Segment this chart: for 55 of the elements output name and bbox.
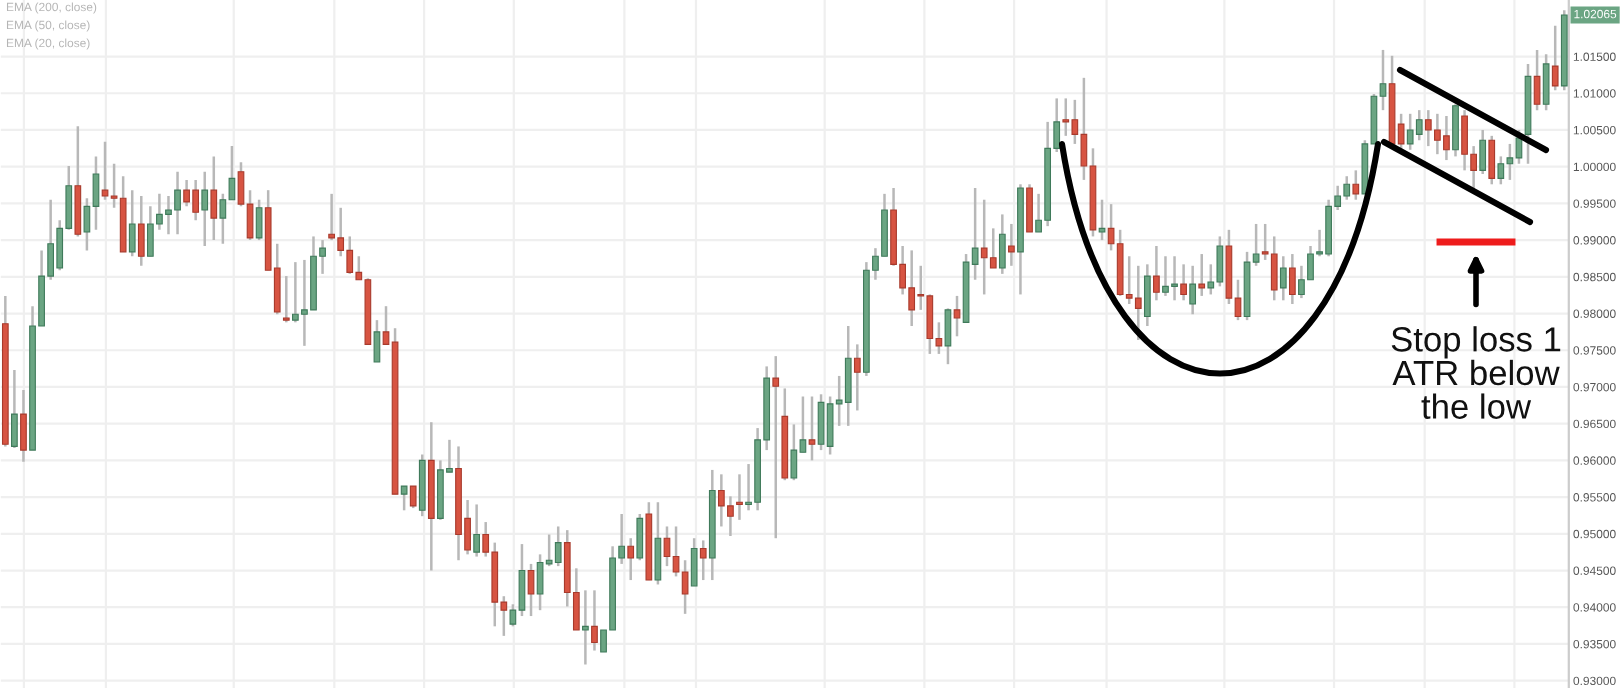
candlestick (1479, 128, 1487, 176)
candlestick (699, 539, 707, 582)
candlestick (627, 536, 635, 582)
candlestick (1198, 252, 1206, 298)
candlestick (1008, 222, 1015, 268)
candlestick (1452, 103, 1459, 158)
candlestick (1551, 24, 1559, 92)
candlestick (11, 368, 18, 450)
candlestick (20, 388, 27, 464)
candlestick (582, 589, 589, 666)
candlestick (1098, 198, 1106, 242)
candlestick (373, 318, 381, 364)
candlestick (409, 484, 417, 510)
candlestick (137, 194, 145, 268)
candlestick (554, 525, 562, 568)
candlestick (1180, 263, 1187, 302)
candlestick (681, 558, 689, 616)
candlestick (636, 512, 644, 562)
candlestick (989, 227, 997, 270)
candlestick (1415, 108, 1423, 142)
candlestick (128, 188, 136, 258)
candlestick (1488, 134, 1496, 186)
candlestick (1533, 48, 1541, 112)
candlestick (1134, 264, 1142, 342)
candlestick (282, 274, 290, 324)
candlestick (772, 354, 780, 540)
candlestick (790, 423, 798, 482)
candlestick (998, 213, 1006, 276)
candlestick (1279, 255, 1287, 302)
candlestick (1153, 244, 1160, 302)
candlestick (1352, 169, 1360, 201)
annotation: Stop loss 1 ATR below the low (1391, 326, 1561, 419)
candlestick (1288, 252, 1296, 306)
candlestick (591, 589, 598, 652)
candlestick (808, 395, 816, 462)
candlestick (1542, 53, 1550, 112)
candlestick (844, 324, 852, 428)
candlestick (527, 562, 535, 618)
candlestick (944, 307, 952, 366)
candlestick (736, 473, 743, 522)
candlestick (1497, 155, 1505, 186)
candlestick (210, 155, 218, 242)
candlestick (201, 170, 209, 248)
candlestick (1270, 235, 1278, 302)
candlestick (953, 294, 961, 338)
candlestick (473, 503, 481, 558)
candlestick (1026, 183, 1033, 234)
candlestick (1189, 264, 1197, 316)
candlestick (853, 343, 861, 412)
candlestick (1143, 263, 1151, 328)
candlestick (690, 536, 698, 588)
candlestick (1062, 97, 1070, 138)
candlestick (255, 198, 263, 242)
candlestick (654, 500, 662, 586)
candlestick (400, 484, 408, 512)
